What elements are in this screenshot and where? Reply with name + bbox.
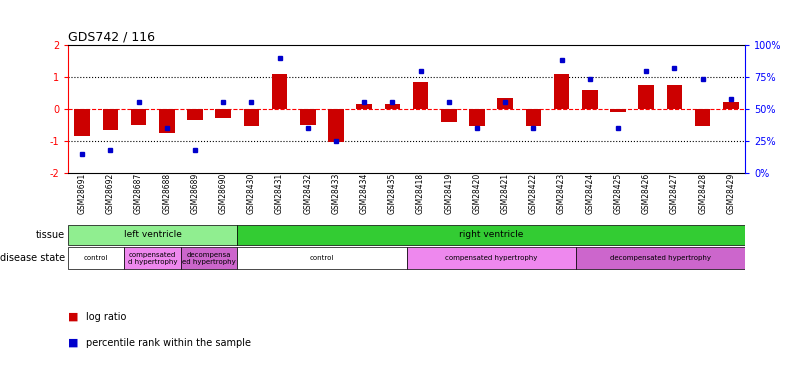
Text: decompensa
ed hypertrophy: decompensa ed hypertrophy bbox=[182, 252, 236, 264]
Text: ■: ■ bbox=[68, 338, 78, 348]
Text: GSM28419: GSM28419 bbox=[445, 172, 453, 214]
Text: GSM28431: GSM28431 bbox=[275, 172, 284, 214]
Bar bbox=[103, 109, 118, 130]
Bar bbox=[272, 74, 288, 109]
Bar bbox=[576, 247, 745, 269]
Bar bbox=[413, 82, 429, 109]
Bar bbox=[695, 109, 710, 126]
Text: GSM28424: GSM28424 bbox=[586, 172, 594, 214]
Bar bbox=[131, 109, 147, 125]
Text: GSM28420: GSM28420 bbox=[473, 172, 481, 214]
Text: GSM28432: GSM28432 bbox=[304, 172, 312, 214]
Bar bbox=[553, 74, 570, 109]
Bar bbox=[328, 109, 344, 142]
Text: GSM28429: GSM28429 bbox=[727, 172, 735, 214]
Bar bbox=[723, 102, 739, 109]
Bar bbox=[244, 109, 260, 126]
Text: control: control bbox=[84, 255, 108, 261]
Bar bbox=[68, 225, 237, 245]
Text: right ventricle: right ventricle bbox=[459, 230, 523, 239]
Text: GSM28434: GSM28434 bbox=[360, 172, 368, 214]
Text: compensated hypertrophy: compensated hypertrophy bbox=[445, 255, 537, 261]
Text: GSM28422: GSM28422 bbox=[529, 172, 538, 214]
Text: disease state: disease state bbox=[0, 253, 65, 263]
Bar bbox=[666, 85, 682, 109]
Text: GSM28689: GSM28689 bbox=[191, 172, 199, 214]
Text: GSM28692: GSM28692 bbox=[106, 172, 115, 214]
Text: GSM28427: GSM28427 bbox=[670, 172, 679, 214]
Text: GSM28687: GSM28687 bbox=[134, 172, 143, 214]
Bar bbox=[187, 109, 203, 120]
Bar bbox=[441, 109, 457, 122]
Text: GSM28433: GSM28433 bbox=[332, 172, 340, 214]
Text: control: control bbox=[310, 255, 334, 261]
Text: percentile rank within the sample: percentile rank within the sample bbox=[86, 338, 251, 348]
Text: GSM28690: GSM28690 bbox=[219, 172, 227, 214]
Bar bbox=[638, 85, 654, 109]
Bar bbox=[406, 247, 576, 269]
Text: GSM28425: GSM28425 bbox=[614, 172, 622, 214]
Bar bbox=[237, 225, 745, 245]
Bar bbox=[384, 104, 400, 109]
Bar bbox=[582, 90, 598, 109]
Text: ■: ■ bbox=[68, 312, 78, 322]
Text: GSM28423: GSM28423 bbox=[557, 172, 566, 214]
Bar bbox=[215, 109, 231, 118]
Bar bbox=[300, 109, 316, 125]
Bar bbox=[181, 247, 237, 269]
Text: GSM28430: GSM28430 bbox=[247, 172, 256, 214]
Bar bbox=[610, 109, 626, 112]
Bar bbox=[74, 109, 90, 136]
Text: decompensated hypertrophy: decompensated hypertrophy bbox=[610, 255, 710, 261]
Text: tissue: tissue bbox=[36, 230, 65, 240]
Text: GDS742 / 116: GDS742 / 116 bbox=[68, 30, 155, 43]
Text: GSM28421: GSM28421 bbox=[501, 172, 509, 214]
Text: left ventricle: left ventricle bbox=[123, 230, 182, 239]
Bar bbox=[237, 247, 406, 269]
Text: log ratio: log ratio bbox=[86, 312, 126, 322]
Text: GSM28426: GSM28426 bbox=[642, 172, 650, 214]
Bar bbox=[124, 247, 181, 269]
Bar bbox=[159, 109, 175, 133]
Bar bbox=[68, 247, 124, 269]
Text: GSM28688: GSM28688 bbox=[163, 172, 171, 214]
Text: compensated
d hypertrophy: compensated d hypertrophy bbox=[128, 252, 178, 264]
Text: GSM28691: GSM28691 bbox=[78, 172, 87, 214]
Bar bbox=[497, 98, 513, 109]
Text: GSM28435: GSM28435 bbox=[388, 172, 397, 214]
Bar bbox=[525, 109, 541, 126]
Bar bbox=[469, 109, 485, 126]
Text: GSM28418: GSM28418 bbox=[416, 172, 425, 214]
Bar bbox=[356, 104, 372, 109]
Text: GSM28428: GSM28428 bbox=[698, 172, 707, 214]
